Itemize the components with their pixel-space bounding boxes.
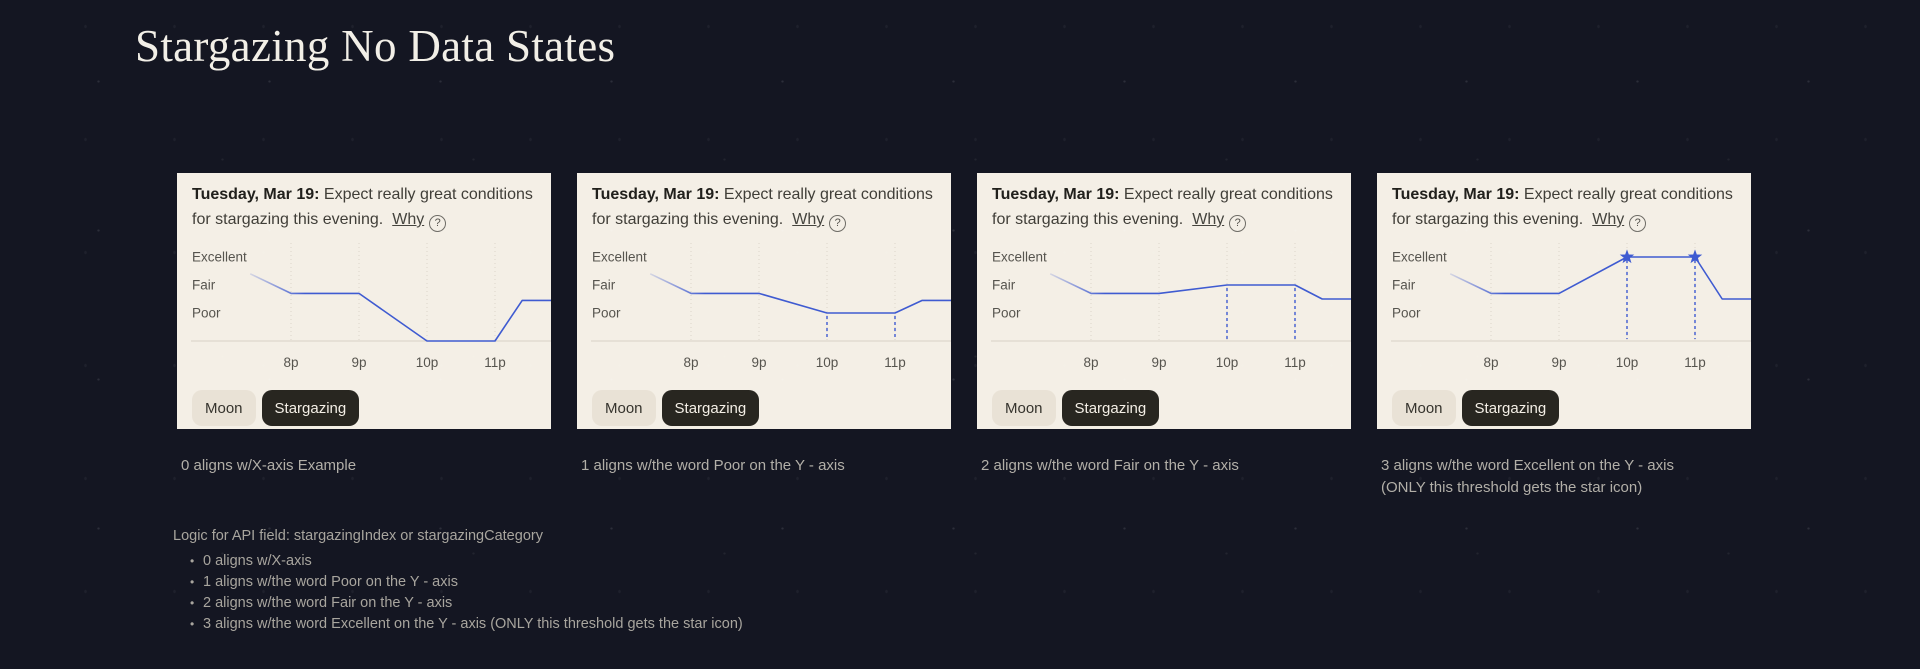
notes-bullet: 1 aligns w/the word Poor on the Y - axis (190, 572, 743, 593)
stargazing-tab-button[interactable]: Stargazing (661, 390, 760, 426)
card-column: Tuesday, Mar 19: Expect really great con… (577, 173, 951, 499)
notes-bullet: 0 aligns w/X-axis (190, 551, 743, 572)
caption-line: 1 aligns w/the word Poor on the Y - axis (581, 457, 845, 474)
stargazing-tab-button[interactable]: Stargazing (1061, 390, 1160, 426)
y-axis-label: Poor (592, 306, 621, 321)
x-axis-label: 9p (751, 355, 766, 370)
x-axis-label: 10p (816, 355, 839, 370)
forecast-card: Tuesday, Mar 19: Expect really great con… (577, 173, 951, 429)
card-caption: 1 aligns w/the word Poor on the Y - axis (581, 455, 951, 477)
why-link[interactable]: Why (792, 211, 825, 228)
caption-line: 0 aligns w/X-axis Example (181, 457, 357, 474)
forecast-summary: Tuesday, Mar 19: Expect really great con… (1392, 182, 1740, 232)
moon-tab-button[interactable]: Moon (592, 390, 656, 426)
y-axis-label: Excellent (192, 250, 247, 265)
api-logic-notes: Logic for API field: stargazingIndex or … (173, 528, 743, 635)
stargazing-tab-button[interactable]: Stargazing (1461, 390, 1560, 426)
forecast-text: Expect really great conditions for starg… (1392, 186, 1733, 228)
forecast-text: Expect really great conditions for starg… (192, 186, 533, 228)
x-axis-label: 8p (1083, 355, 1098, 370)
forecast-date: Tuesday, Mar 19: (592, 186, 720, 203)
card-caption: 0 aligns w/X-axis Example (181, 455, 551, 477)
caption-line: (ONLY this threshold gets the star icon) (1381, 479, 1643, 496)
y-axis-label: Poor (992, 306, 1021, 321)
forecast-summary: Tuesday, Mar 19: Expect really great con… (192, 182, 540, 232)
forecast-summary: Tuesday, Mar 19: Expect really great con… (592, 182, 940, 232)
x-axis-label: 8p (683, 355, 698, 370)
star-icon (1619, 249, 1635, 264)
forecast-line (649, 273, 951, 314)
forecast-summary: Tuesday, Mar 19: Expect really great con… (992, 182, 1340, 232)
x-axis-label: 8p (283, 355, 298, 370)
card-column: Tuesday, Mar 19: Expect really great con… (1377, 173, 1751, 499)
y-axis-label: Poor (192, 306, 221, 321)
why-link[interactable]: Why (1592, 211, 1625, 228)
forecast-date: Tuesday, Mar 19: (992, 186, 1120, 203)
stargazing-tab-button[interactable]: Stargazing (261, 390, 360, 426)
forecast-card: Tuesday, Mar 19: Expect really great con… (977, 173, 1351, 429)
card-caption: 3 aligns w/the word Excellent on the Y -… (1381, 455, 1751, 499)
caption-line: 3 aligns w/the word Excellent on the Y -… (1381, 457, 1674, 474)
forecast-card: Tuesday, Mar 19: Expect really great con… (177, 173, 551, 429)
stargazing-chart: Excellent Fair Poor 8p 9p 10p 11p (191, 243, 551, 370)
x-axis-label: 11p (484, 355, 506, 370)
notes-bullet: 3 aligns w/the word Excellent on the Y -… (190, 614, 743, 635)
why-link[interactable]: Why (1192, 211, 1225, 228)
y-axis-label: Fair (592, 278, 616, 293)
y-axis-label: Excellent (992, 250, 1047, 265)
stargazing-chart: Excellent Fair Poor 8p 9p 10p 11p (991, 243, 1351, 370)
question-circle-icon[interactable]: ? (1629, 215, 1647, 232)
card-column: Tuesday, Mar 19: Expect really great con… (177, 173, 551, 499)
y-axis-label: Excellent (592, 250, 647, 265)
forecast-text: Expect really great conditions for starg… (592, 186, 933, 228)
x-axis-label: 11p (884, 355, 906, 370)
layer-toggle: Moon Stargazing (592, 390, 760, 426)
page-title: Stargazing No Data States (135, 21, 616, 71)
layer-toggle: Moon Stargazing (192, 390, 360, 426)
forecast-card: Tuesday, Mar 19: Expect really great con… (1377, 173, 1751, 429)
x-axis-label: 9p (1551, 355, 1566, 370)
notes-list: 0 aligns w/X-axis 1 aligns w/the word Po… (173, 551, 743, 635)
x-axis-label: 11p (1284, 355, 1306, 370)
y-axis-label: Excellent (1392, 250, 1447, 265)
caption-line: 2 aligns w/the word Fair on the Y - axis (981, 457, 1239, 474)
question-circle-icon[interactable]: ? (1229, 215, 1247, 232)
x-axis-label: 9p (1151, 355, 1166, 370)
forecast-text: Expect really great conditions for starg… (992, 186, 1333, 228)
why-link[interactable]: Why (392, 211, 425, 228)
stargazing-chart: Excellent Fair Poor 8p 9p 10p 11p (1391, 243, 1751, 370)
moon-tab-button[interactable]: Moon (192, 390, 256, 426)
moon-tab-button[interactable]: Moon (1392, 390, 1456, 426)
notes-bullet: 2 aligns w/the word Fair on the Y - axis (190, 593, 743, 614)
y-axis-label: Fair (992, 278, 1016, 293)
x-axis-label: 10p (1616, 355, 1639, 370)
card-column: Tuesday, Mar 19: Expect really great con… (977, 173, 1351, 499)
card-caption: 2 aligns w/the word Fair on the Y - axis (981, 455, 1351, 477)
forecast-date: Tuesday, Mar 19: (1392, 186, 1520, 203)
x-axis-label: 8p (1483, 355, 1498, 370)
cards-row: Tuesday, Mar 19: Expect really great con… (177, 173, 1751, 499)
forecast-line (249, 273, 551, 342)
forecast-date: Tuesday, Mar 19: (192, 186, 320, 203)
star-icon (1687, 249, 1703, 264)
moon-tab-button[interactable]: Moon (992, 390, 1056, 426)
stargazing-chart: Excellent Fair Poor 8p 9p 10p 11p (591, 243, 951, 370)
layer-toggle: Moon Stargazing (1392, 390, 1560, 426)
y-axis-label: Fair (1392, 278, 1416, 293)
y-axis-label: Poor (1392, 306, 1421, 321)
notes-title: Logic for API field: stargazingIndex or … (173, 528, 543, 544)
x-axis-label: 10p (1216, 355, 1239, 370)
y-axis-label: Fair (192, 278, 216, 293)
x-axis-label: 10p (416, 355, 439, 370)
layer-toggle: Moon Stargazing (992, 390, 1160, 426)
question-circle-icon[interactable]: ? (829, 215, 847, 232)
x-axis-label: 11p (1684, 355, 1706, 370)
x-axis-label: 9p (351, 355, 366, 370)
forecast-line (1049, 273, 1351, 300)
question-circle-icon[interactable]: ? (429, 215, 447, 232)
forecast-line (1449, 256, 1751, 300)
